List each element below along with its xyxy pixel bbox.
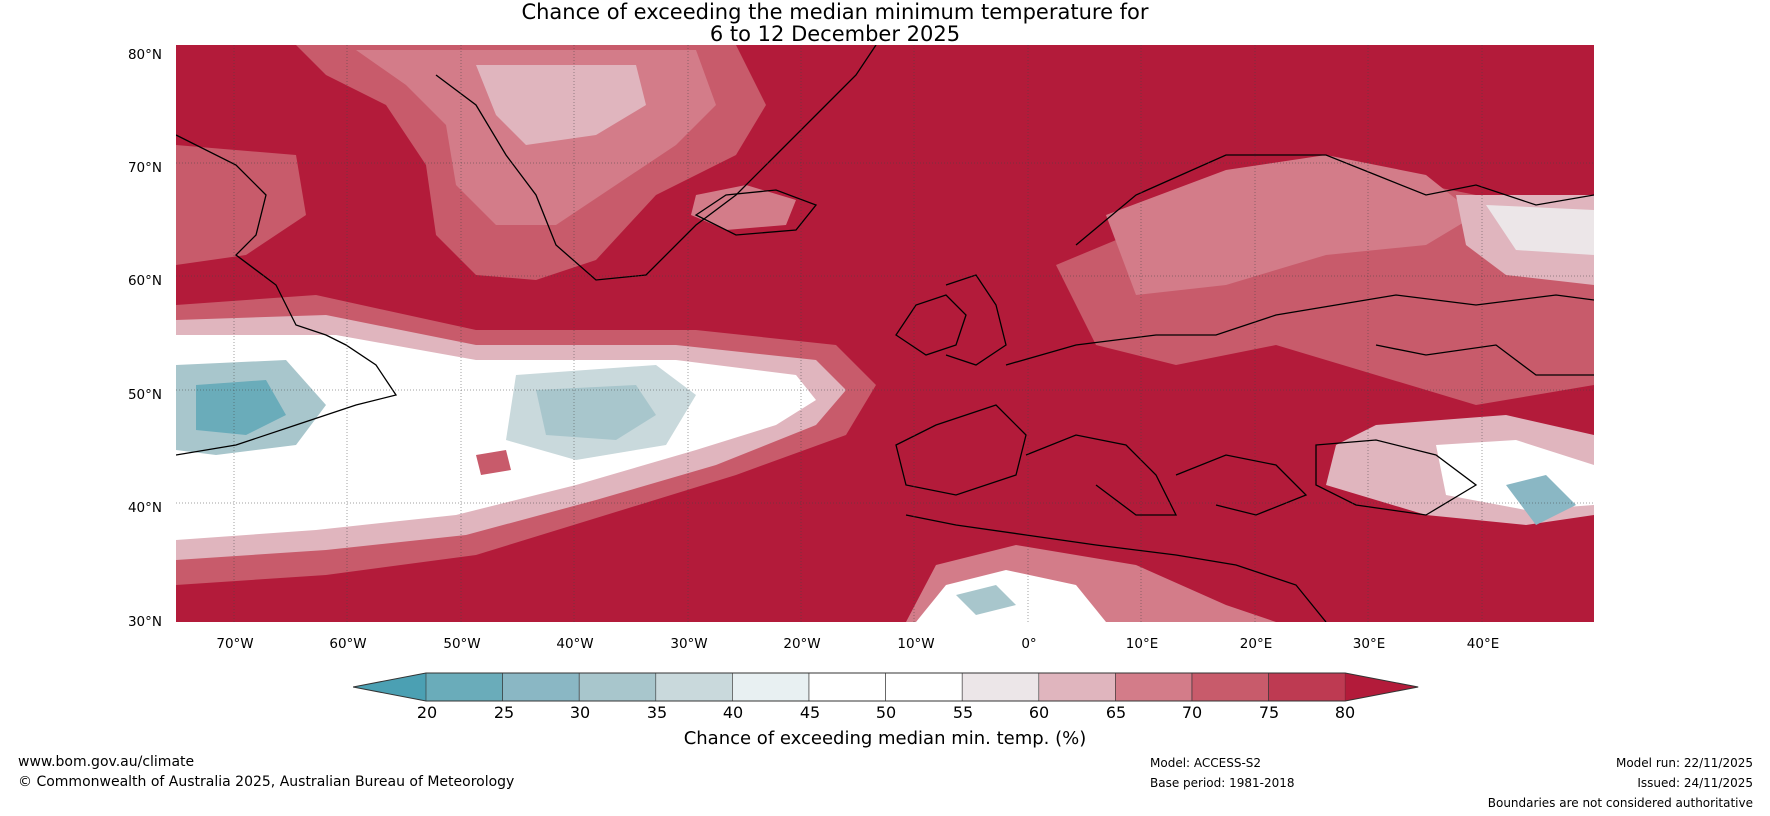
colorbar-arrow-low — [353, 673, 426, 701]
lat-label-40n: 40°N — [127, 500, 162, 516]
forecast-map — [176, 45, 1594, 622]
italy-coast — [1025, 434, 1178, 516]
colorbar-label: Chance of exceeding median min. temp. (%… — [683, 728, 1087, 749]
greenland-coast — [435, 45, 877, 281]
colorbar-tick-45: 45 — [799, 703, 821, 722]
colorbar-segment — [578, 672, 657, 702]
cool-patch-caucasus — [1506, 475, 1576, 525]
turkey-coast — [1315, 439, 1478, 516]
colorbar-tick-40: 40 — [722, 703, 744, 722]
colorbar-tick-75: 75 — [1258, 703, 1280, 722]
lon-label-40e: 40°E — [1466, 636, 1500, 652]
colorbar-segment — [1191, 672, 1269, 702]
colorbar-tick-70: 70 — [1181, 703, 1203, 722]
greenland-shade-60 — [476, 65, 646, 145]
iceland-shade — [691, 185, 796, 230]
colorbar-segment — [1038, 672, 1116, 702]
iceland-coast — [694, 189, 818, 236]
footer-base-period: Base period: 1981-2018 — [1150, 776, 1295, 790]
colorbar-tick-35: 35 — [646, 703, 668, 722]
colorbar-segment — [732, 672, 810, 702]
colorbar-segment — [808, 672, 886, 702]
north-america-coast — [176, 134, 398, 456]
cool-patch-midatlantic-core — [536, 385, 656, 440]
cool-patch-morocco — [956, 585, 1016, 615]
map-title-line2: 6 to 12 December 2025 — [709, 22, 961, 46]
footer-issued: Issued: 24/11/2025 — [1637, 776, 1753, 790]
colorbar-tick-30: 30 — [569, 703, 591, 722]
colorbar-outline — [353, 672, 1419, 702]
balkans-coast — [1175, 454, 1308, 516]
lon-label-0: 0° — [1021, 636, 1037, 652]
colorbar-segment — [885, 672, 963, 702]
lon-label-30w: 30°W — [670, 636, 708, 652]
cool-patch-newfoundland-core — [196, 380, 286, 435]
colorbar-tick-55: 55 — [952, 703, 974, 722]
colorbar-tick-80: 80 — [1334, 703, 1356, 722]
lon-label-30e: 30°E — [1352, 636, 1386, 652]
footer-model: Model: ACCESS-S2 — [1150, 756, 1262, 770]
colorbar-arrow-high — [1345, 673, 1419, 701]
colorbar-tick-25: 25 — [493, 703, 515, 722]
russia-shade-55 — [1486, 205, 1594, 255]
lat-label-50n: 50°N — [127, 387, 162, 403]
gridlines — [176, 45, 1594, 622]
footer-copyright: © Commonwealth of Australia 2025, Austra… — [18, 774, 515, 790]
black-sea-coast — [1375, 344, 1594, 376]
north-africa-shade-50 — [916, 570, 1106, 622]
lat-label-70n: 70°N — [127, 160, 162, 176]
colorbar-segment — [425, 672, 503, 702]
baltic-coast — [1005, 294, 1594, 366]
lat-label-80n: 80°N — [127, 47, 162, 63]
lon-label-10w: 10°W — [897, 636, 935, 652]
scandinavia-shade-65 — [1106, 155, 1476, 295]
map-title-line1: Chance of exceeding the median minimum t… — [521, 0, 1149, 24]
scandinavia-coast — [1075, 154, 1594, 246]
britain-coast — [945, 274, 1007, 366]
lon-label-70w: 70°W — [216, 636, 254, 652]
map-canvas — [176, 45, 1594, 622]
colorbar-segment — [1268, 672, 1346, 702]
lat-label-30n: 30°N — [127, 614, 162, 630]
lon-label-60w: 60°W — [329, 636, 367, 652]
coastlines — [176, 45, 1594, 622]
footer-disclaimer: Boundaries are not considered authoritat… — [1487, 796, 1753, 810]
lon-label-20w: 20°W — [783, 636, 821, 652]
colorbar-tick-50: 50 — [875, 703, 897, 722]
ireland-coast — [895, 294, 967, 356]
lat-label-60n: 60°N — [127, 273, 162, 289]
lon-label-50w: 50°W — [443, 636, 481, 652]
colorbar-tick-60: 60 — [1028, 703, 1050, 722]
footer-website: www.bom.gov.au/climate — [18, 754, 195, 770]
colorbar — [353, 672, 1419, 702]
north-africa-coast — [905, 514, 1327, 622]
iberia-coast — [895, 404, 1027, 496]
colorbar-segment — [502, 672, 580, 702]
colorbar-tick-20: 20 — [416, 703, 438, 722]
colorbar-segment — [1115, 672, 1193, 702]
footer-model-run: Model run: 22/11/2025 — [1615, 756, 1753, 770]
canada-arctic-shade — [176, 145, 306, 265]
lon-label-20e: 20°E — [1239, 636, 1273, 652]
colorbar-segment — [961, 672, 1040, 702]
warm-spot-atlantic — [476, 450, 511, 475]
lon-label-10e: 10°E — [1125, 636, 1159, 652]
colorbar-segment — [655, 672, 733, 702]
colorbar-tick-65: 65 — [1105, 703, 1127, 722]
lon-label-40w: 40°W — [556, 636, 594, 652]
